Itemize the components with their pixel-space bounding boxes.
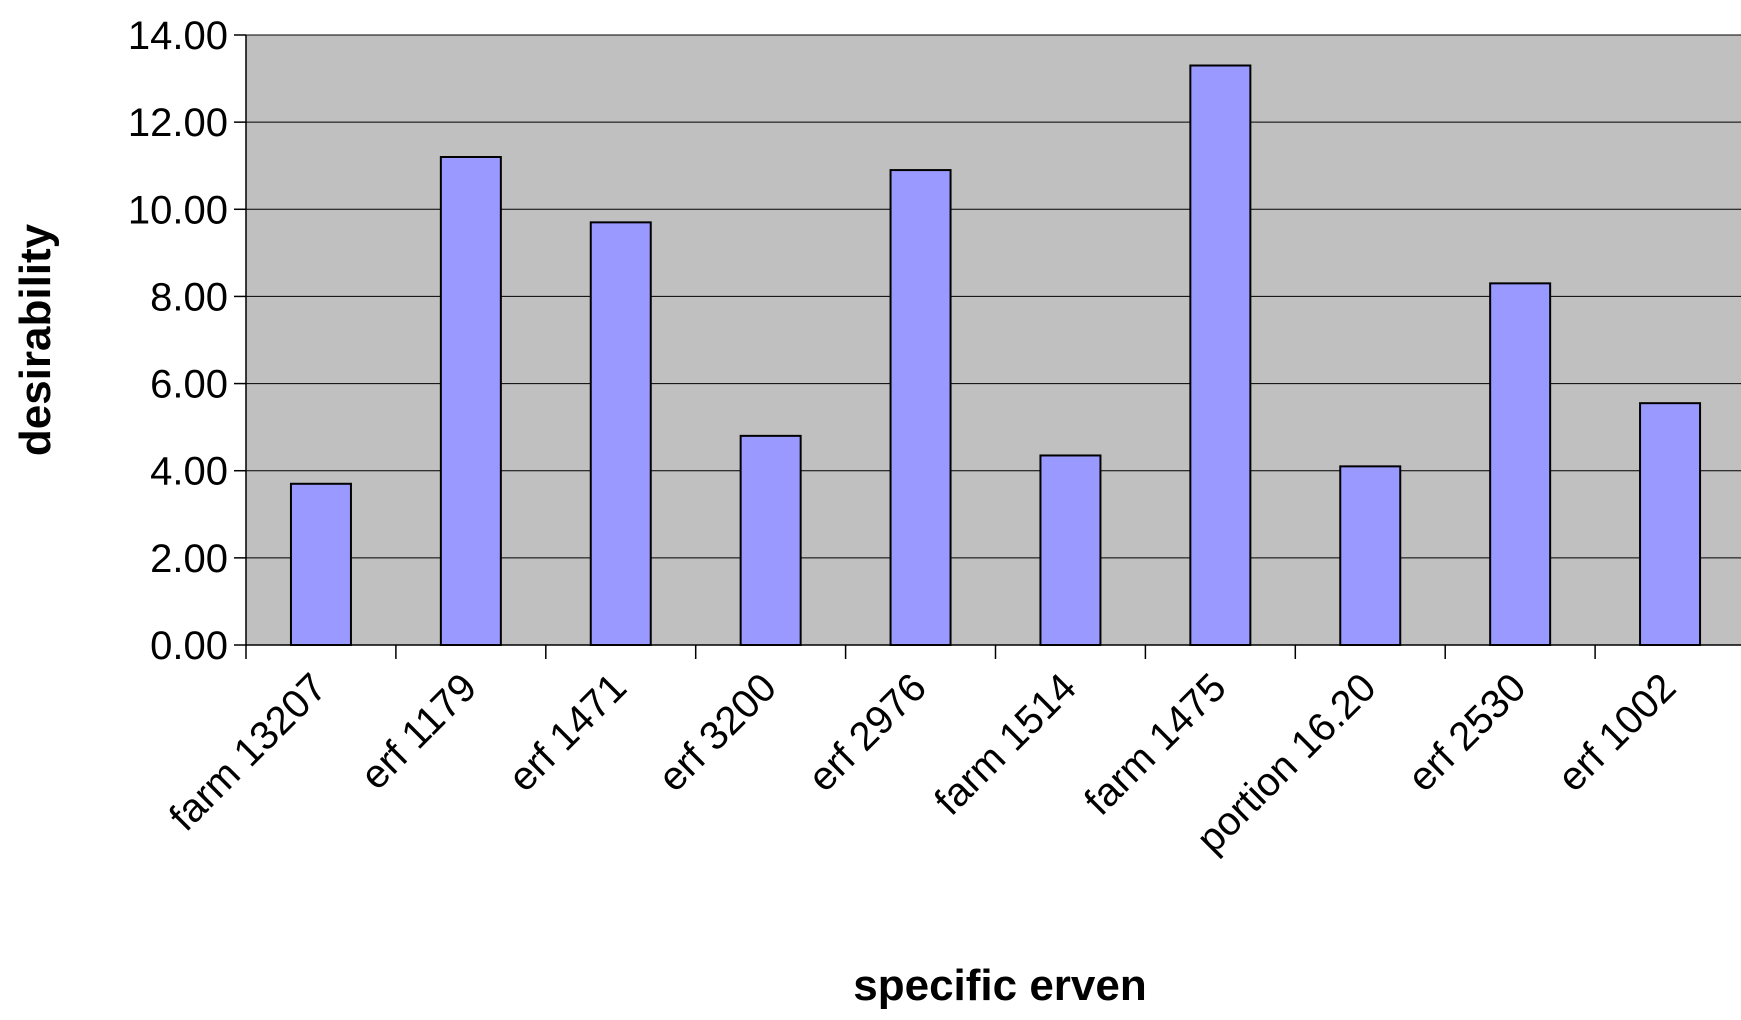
axes <box>234 34 1741 659</box>
bar <box>1489 282 1552 646</box>
y-axis-title: desirability <box>11 223 60 456</box>
x-tick-label: erf 1002 <box>1550 665 1685 800</box>
y-tick-labels: 0.00 2.00 4.00 6.00 8.00 10.00 12.00 14.00 <box>128 14 228 668</box>
y-tick-label: 2.00 <box>150 537 228 581</box>
y-tick-label: 8.00 <box>150 275 228 319</box>
y-tick-label: 14.00 <box>128 14 228 58</box>
x-tick-label: erf 2976 <box>800 665 935 800</box>
y-tick-label: 10.00 <box>128 188 228 232</box>
x-tick-label: erf 1179 <box>352 665 485 798</box>
bar <box>1639 402 1702 646</box>
bar <box>1039 454 1102 647</box>
y-tick-label: 6.00 <box>150 363 228 407</box>
bar <box>1339 465 1402 646</box>
y-tick-label: 4.00 <box>150 450 228 494</box>
bar <box>889 169 952 646</box>
x-axis-title: specific erven <box>853 961 1147 1010</box>
x-tick-label: erf 2530 <box>1400 665 1535 800</box>
x-tick-label: erf 1471 <box>500 665 635 800</box>
bar <box>1189 64 1252 646</box>
x-tick-labels: farm 13207 erf 1179 erf 1471 erf 3200 erf 29… <box>161 665 1684 861</box>
x-tick-label: erf 3200 <box>650 665 785 800</box>
x-tick-label: farm 1514 <box>926 665 1084 823</box>
x-tick-label: farm 1475 <box>1076 665 1234 823</box>
bar <box>739 434 802 646</box>
y-tick-label: 0.00 <box>150 624 228 668</box>
bar <box>589 221 652 646</box>
y-tick-label: 12.00 <box>128 101 228 145</box>
x-tick-label: farm 13207 <box>161 665 335 839</box>
bar <box>439 156 502 646</box>
bar <box>289 482 352 646</box>
